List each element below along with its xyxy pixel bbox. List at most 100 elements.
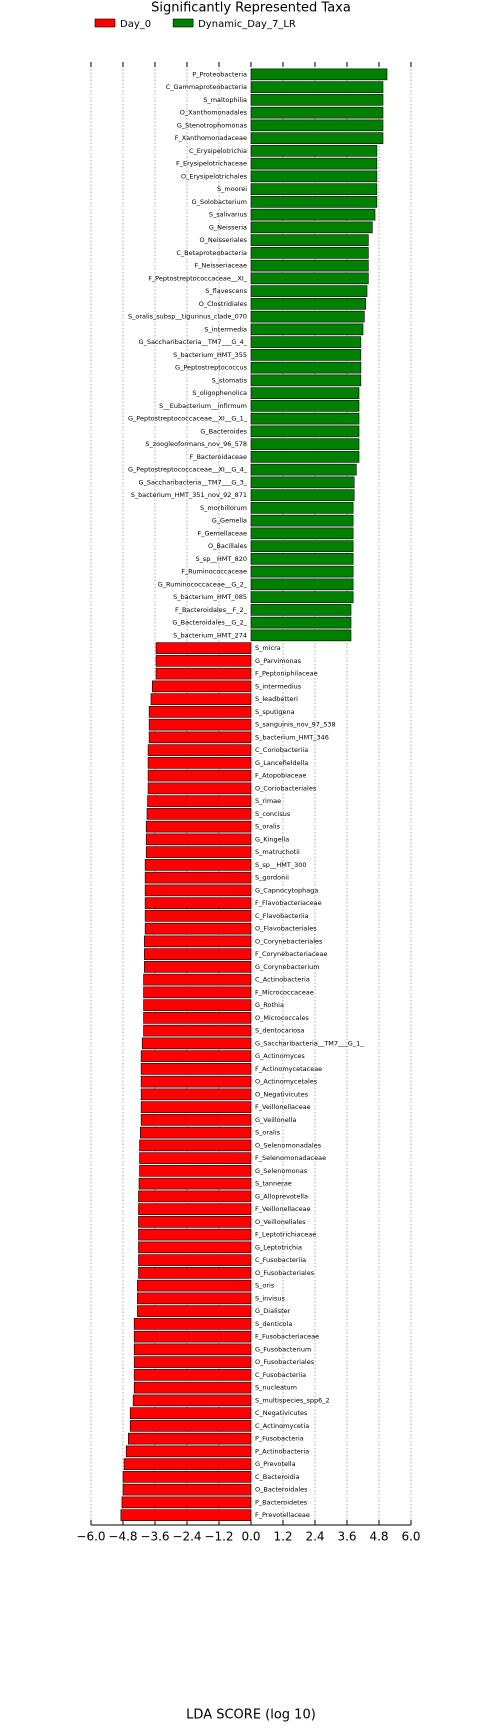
category-label: S_sp__HMT_300 [255, 861, 307, 869]
category-label: O_Micrococcales [255, 1014, 309, 1022]
category-label: S_sp__HMT_820 [195, 555, 247, 563]
category-label: S_dentocariosa [255, 1027, 305, 1035]
category-label: O_Selenomonadales [255, 1141, 322, 1149]
category-label: F_Prevotellaceae [255, 1511, 310, 1519]
bar [133, 1356, 252, 1368]
bar [138, 1190, 252, 1203]
bar [152, 680, 252, 693]
bar [250, 514, 354, 527]
category-label: F_Corynebacteriaceae [255, 950, 327, 958]
category-label: G_Kingella [255, 835, 289, 843]
bar [250, 578, 354, 591]
category-label: C_Fusobacteriia [255, 1256, 306, 1264]
bar [144, 859, 252, 871]
bar [250, 374, 362, 387]
x-tick-label: 4.8 [369, 1530, 388, 1544]
bar [137, 1279, 252, 1292]
category-label: S_micra [255, 644, 281, 652]
bar [144, 871, 252, 884]
x-tick-label: 3.6 [337, 1530, 356, 1544]
bar [250, 106, 384, 119]
bar [138, 1267, 252, 1279]
bar [137, 1292, 252, 1305]
bar [138, 1254, 252, 1266]
category-label: G_Ruminococcaceae__G_2_ [158, 580, 248, 588]
category-label: F_Leptotrichiaceae [255, 1231, 316, 1239]
bar [147, 744, 252, 756]
category-label: F_Veillonellaceae [255, 1205, 311, 1213]
category-label: S_oligophenolica [192, 389, 247, 397]
bar [155, 642, 252, 654]
bar [250, 349, 362, 361]
bar [250, 247, 369, 259]
bar [140, 1088, 252, 1101]
bar [250, 310, 365, 323]
category-label: O_Fusobacteriales [255, 1358, 315, 1366]
bar [133, 1369, 252, 1381]
bar [140, 1063, 252, 1075]
bar [129, 1407, 252, 1419]
category-label: C_Negativicutes [255, 1409, 308, 1417]
bar [250, 81, 384, 93]
bar [250, 591, 354, 603]
category-label: F_Fusobacteriaceae [255, 1333, 319, 1341]
category-label: S_bacterium_HMT_274 [173, 631, 247, 639]
bar [144, 935, 252, 948]
category-label: G_Peptostreptococcus [175, 364, 248, 372]
category-label: S_matruchotii [255, 848, 300, 856]
category-label: G_Alloprevotella [255, 1192, 308, 1200]
bar [138, 1177, 252, 1190]
bar [139, 1139, 252, 1152]
bar [250, 234, 369, 246]
bar [143, 973, 252, 986]
category-label: O_Flavobacteriales [255, 925, 317, 933]
bar [120, 1509, 252, 1521]
category-label: F_Veillonellaceae [255, 1103, 311, 1111]
category-label: S_stomatis [212, 376, 248, 384]
x-tick-label: 0.0 [241, 1530, 260, 1544]
category-label: G_Peptostreptococcaceae__XI__G_1_ [128, 415, 248, 423]
bar [250, 183, 378, 195]
bar [143, 1024, 252, 1037]
category-label: O_Veillonellales [255, 1218, 306, 1226]
category-label: F_Ruminococcaceae [181, 568, 247, 576]
legend-label: Day_0 [120, 19, 151, 30]
bar [122, 1483, 252, 1496]
bar [250, 259, 369, 272]
category-label: S_oris [255, 1282, 275, 1290]
bar [143, 1012, 252, 1024]
bar [139, 1152, 252, 1164]
bar [250, 272, 369, 285]
bar [150, 693, 252, 705]
category-label: S_salivarius [209, 211, 248, 219]
category-label: G_Bacteroidales__G_2_ [172, 619, 247, 627]
category-label: O_Clostridiales [199, 300, 248, 308]
bar [250, 298, 366, 310]
bar [145, 833, 252, 846]
category-label: G_Peptostreptococcaceae__XI__G_4_ [128, 466, 248, 474]
bar [250, 285, 368, 297]
category-label: G_Stenotrophomonas [177, 121, 248, 129]
bar [250, 132, 384, 144]
category-label: F_Selenomonadaceae [255, 1154, 326, 1162]
category-label: S_bacterium_HMT_355 [173, 351, 247, 359]
bar [250, 387, 360, 399]
category-label: S_oralis [255, 823, 281, 831]
bar [122, 1471, 252, 1483]
bar [155, 655, 252, 667]
category-label: P_Fusobacteria [255, 1435, 304, 1443]
bar [133, 1330, 252, 1343]
bar [148, 718, 252, 731]
x-tick-label: −6.0 [76, 1530, 105, 1544]
legend-swatch [172, 18, 194, 28]
category-label: G_Dialister [255, 1307, 291, 1315]
category-label: C_Betaproteobacteria [176, 249, 247, 257]
category-label: P_Bacteroidetes [255, 1498, 308, 1506]
category-label: S_tannerae [255, 1180, 292, 1188]
bar [250, 553, 354, 565]
bar [250, 616, 352, 629]
category-label: G_Fusobacterium [255, 1345, 311, 1353]
bar [138, 1203, 252, 1215]
category-label: O_Actinomycetales [255, 1078, 318, 1086]
